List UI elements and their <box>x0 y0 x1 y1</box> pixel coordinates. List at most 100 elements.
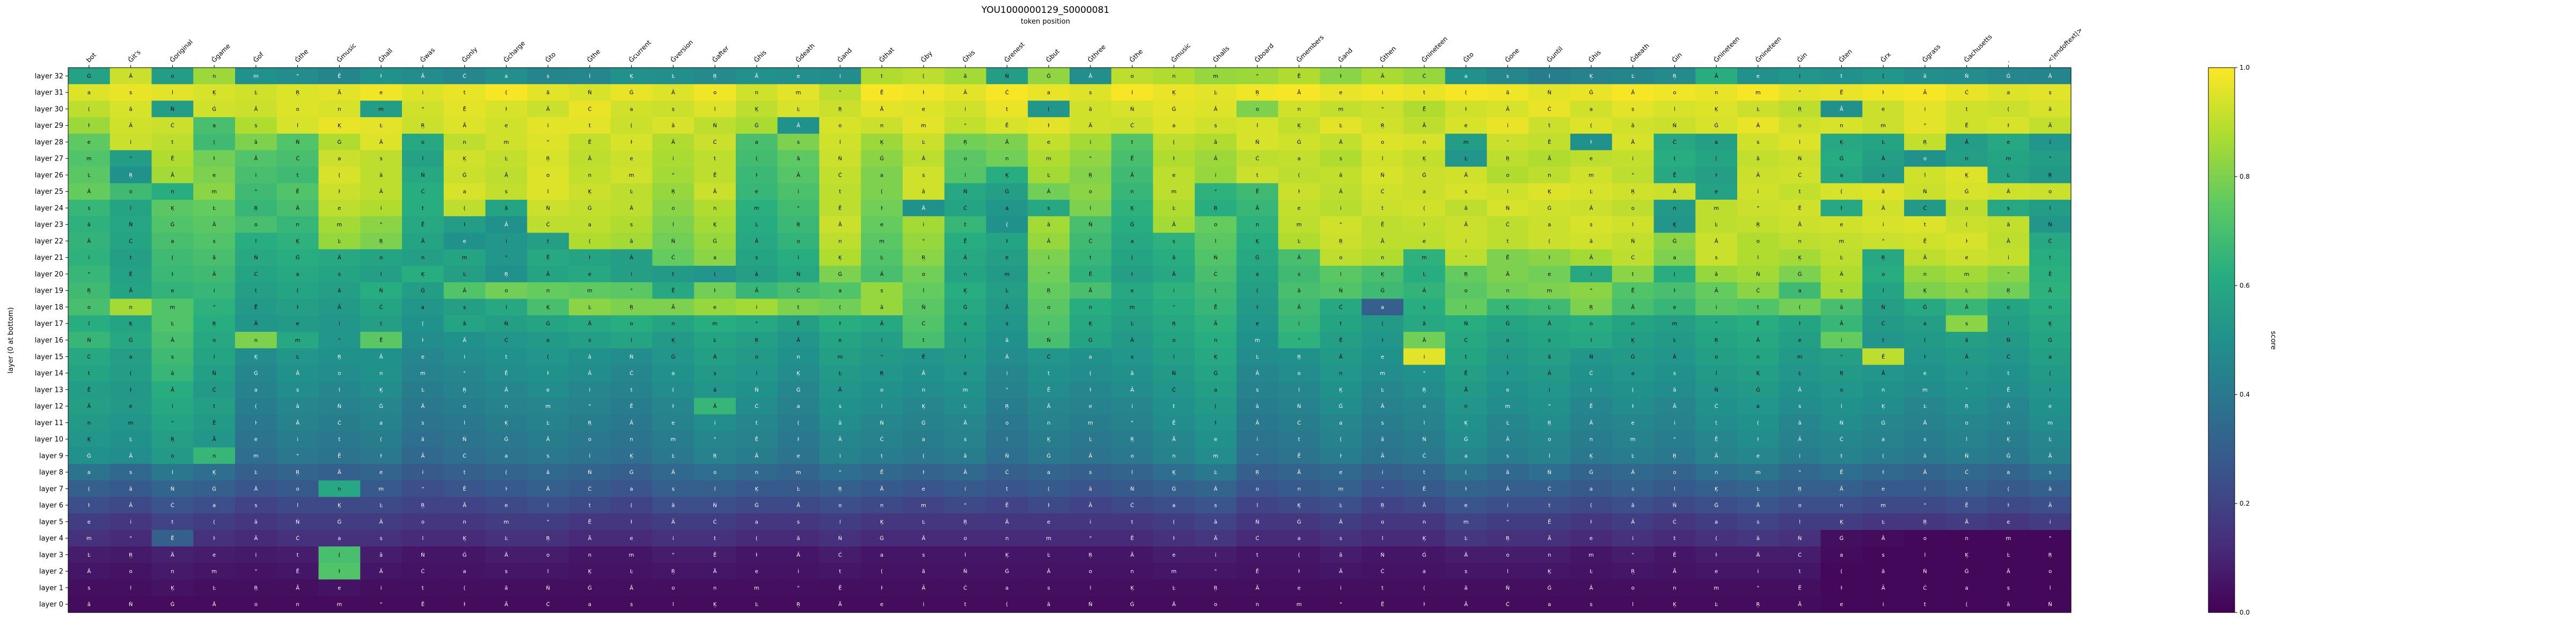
heatmap-cell <box>151 282 194 300</box>
heatmap-cell-label: l <box>1716 371 1717 377</box>
heatmap-cell <box>1487 596 1529 613</box>
heatmap-cell <box>903 84 945 101</box>
heatmap-cell-label: " <box>547 140 550 145</box>
heatmap-cell <box>861 249 903 266</box>
heatmap-cell <box>235 497 277 514</box>
x-tick-label: Ġthen <box>1378 44 1397 64</box>
heatmap-cell-label: o <box>1590 321 1593 327</box>
heatmap-cell <box>2029 117 2072 134</box>
heatmap-cell <box>819 348 861 366</box>
heatmap-cell <box>1445 249 1488 266</box>
heatmap-cell <box>2029 150 2072 167</box>
heatmap-cell <box>1403 150 1446 167</box>
heatmap-cell-label: e <box>171 288 174 294</box>
heatmap-cell-label: Ń <box>1130 485 1134 492</box>
heatmap-cell-label: " <box>1048 272 1050 278</box>
heatmap-cell <box>443 348 486 366</box>
heatmap-cell-label: m <box>2006 536 2011 542</box>
heatmap-cell <box>1945 480 1988 498</box>
heatmap-cell-label: ā <box>1631 503 1635 509</box>
heatmap-cell <box>527 282 569 300</box>
heatmap-cell-label: Ķ <box>1130 585 1134 591</box>
heatmap-cell-label: t <box>130 255 132 261</box>
heatmap-cell <box>402 381 444 398</box>
heatmap-cell <box>193 282 236 300</box>
heatmap-cell <box>610 216 653 234</box>
heatmap-cell-label: " <box>964 123 967 129</box>
heatmap-cell-label: n <box>2048 304 2052 310</box>
heatmap-cell <box>736 232 778 250</box>
heatmap-cell <box>569 200 611 217</box>
heatmap-cell-label: Ŗ <box>1214 206 1218 211</box>
heatmap-cell <box>1195 364 1237 382</box>
heatmap-cell-label: a <box>254 387 258 393</box>
heatmap-cell-label: n <box>379 371 383 377</box>
heatmap-cell <box>1362 513 1404 530</box>
heatmap-cell-label: o <box>1798 503 1802 509</box>
heatmap-cell <box>1278 348 1321 366</box>
heatmap-cell <box>1195 249 1237 266</box>
heatmap-cell <box>1362 298 1404 316</box>
heatmap-cell <box>777 447 820 464</box>
heatmap-cell <box>1612 100 1655 118</box>
heatmap-cell <box>903 381 945 398</box>
heatmap-cell <box>151 480 194 498</box>
heatmap-cell <box>527 348 569 366</box>
heatmap-cell-label: Ŀ <box>213 206 216 211</box>
heatmap-cell <box>694 480 736 498</box>
heatmap-cell <box>1570 348 1613 366</box>
heatmap-cell-label: ā <box>1256 404 1259 410</box>
heatmap-cell <box>986 398 1028 415</box>
heatmap-cell-label: ( <box>255 404 257 410</box>
heatmap-cell-label: Ċ <box>1798 171 1802 178</box>
heatmap-cell-label: Ŗ <box>1673 74 1677 79</box>
heatmap-cell-label: l <box>1215 238 1217 244</box>
heatmap-cell <box>1612 183 1655 200</box>
heatmap-cell-label: o <box>1715 354 1718 360</box>
heatmap-cell <box>1153 530 1195 547</box>
heatmap-cell <box>694 266 736 283</box>
heatmap-cell <box>1111 546 1154 564</box>
heatmap-cell <box>1570 431 1613 448</box>
heatmap-cell <box>1987 398 2030 415</box>
heatmap-cell <box>1403 266 1446 283</box>
heatmap-cell-label: o <box>588 437 591 443</box>
heatmap-cell-label: Ã <box>1798 601 1802 608</box>
heatmap-cell <box>986 414 1028 432</box>
heatmap-cell <box>1445 546 1488 564</box>
heatmap-cell-label: Ġ <box>1172 485 1176 492</box>
heatmap-cell-label: ŀ <box>1298 189 1300 195</box>
heatmap-cell-label: ŀ <box>631 140 633 145</box>
heatmap-cell-label: n <box>171 189 174 195</box>
heatmap-cell <box>1779 332 1821 349</box>
heatmap-cell <box>151 183 194 200</box>
heatmap-cell <box>1028 100 1070 118</box>
heatmap-cell-label: a <box>338 536 341 542</box>
heatmap-cell-label: t <box>2049 255 2051 261</box>
heatmap-cell <box>1612 398 1655 415</box>
heatmap-cell-label: Ŗ <box>671 569 675 575</box>
heatmap-cell-label: s <box>1214 123 1217 129</box>
heatmap-cell-label: Â <box>296 370 299 377</box>
heatmap-cell <box>193 266 236 283</box>
heatmap-cell <box>68 232 111 250</box>
heatmap-cell <box>1779 464 1821 481</box>
heatmap-cell-label: Ķ <box>1548 189 1552 195</box>
heatmap-cell-label: ŀ <box>1715 172 1717 178</box>
heatmap-cell <box>1612 480 1655 498</box>
heatmap-cell-label: ( <box>589 238 591 244</box>
heatmap-cell-label: o <box>880 387 883 393</box>
heatmap-cell <box>1278 530 1321 547</box>
heatmap-cell-label: Ĕ <box>922 353 925 360</box>
heatmap-cell <box>193 579 236 596</box>
heatmap-cell <box>1445 117 1488 134</box>
heatmap-cell <box>569 68 611 85</box>
heatmap-cell-label: Ń <box>546 584 550 591</box>
heatmap-cell-label: t <box>1089 255 1092 261</box>
heatmap-cell-label: Â <box>796 122 800 129</box>
heatmap-cell <box>1320 464 1362 481</box>
heatmap-cell-label: e <box>797 453 800 459</box>
heatmap-cell <box>1362 464 1404 481</box>
heatmap-cell <box>1987 414 2030 432</box>
x-tick-label: bot <box>85 51 98 64</box>
